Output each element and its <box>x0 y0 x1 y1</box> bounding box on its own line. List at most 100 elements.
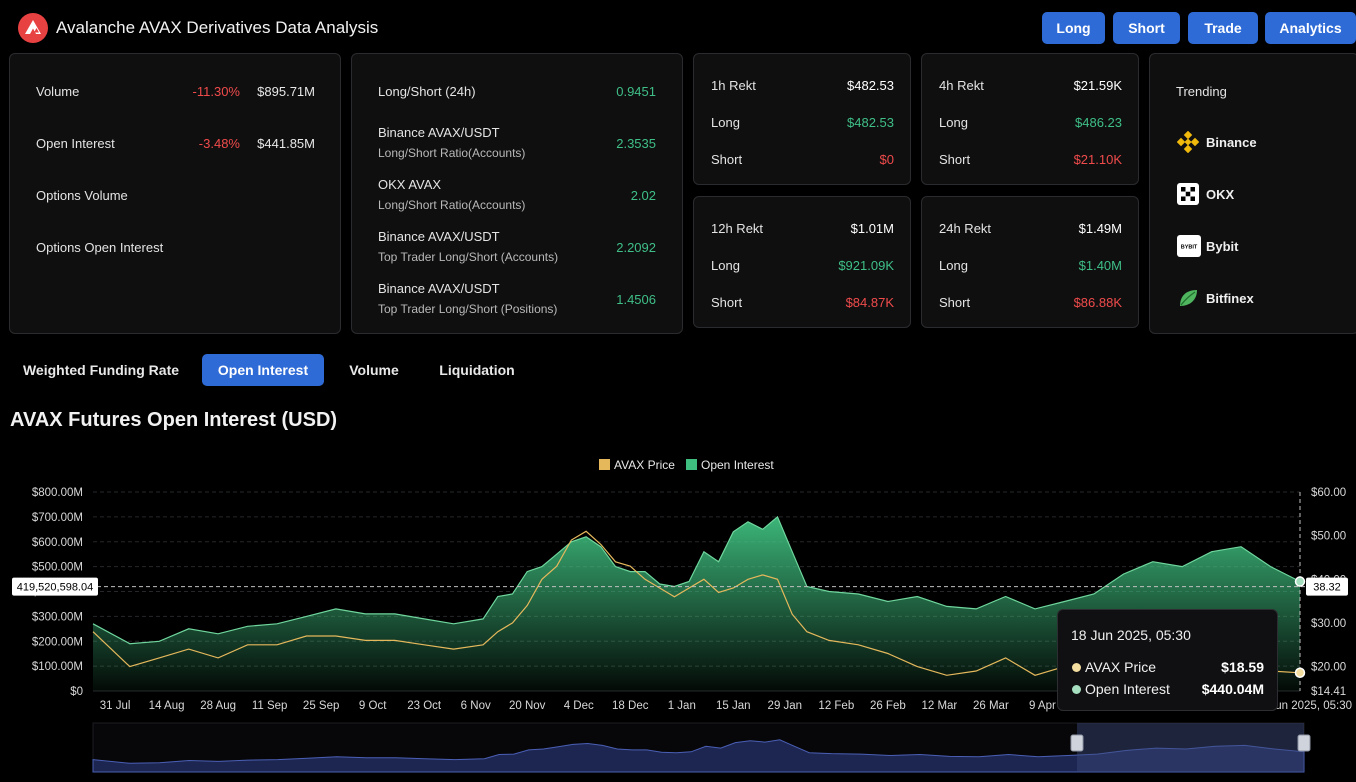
legend-label: Open Interest <box>701 458 774 472</box>
ratio-subtitle: Top Trader Long/Short (Positions) <box>378 302 558 316</box>
legend-swatch <box>686 459 697 470</box>
y-left-tick-label: $200.00M <box>32 636 83 648</box>
rekt-title: 12h Rekt <box>711 221 764 236</box>
y-left-tick-label: $0 <box>70 686 83 698</box>
rekt-long-value: $482.53 <box>847 115 894 130</box>
binance-icon[interactable] <box>1176 130 1200 154</box>
rekt-total: $1.01M <box>850 221 894 236</box>
rekt-long-value: $1.40M <box>1078 258 1122 273</box>
navigator-handle-left[interactable] <box>1070 734 1084 752</box>
avax-price-line <box>92 530 1301 676</box>
ratio-value: 2.2092 <box>616 240 656 255</box>
x-tick-label: 6 Nov <box>461 700 491 712</box>
legend-label: AVAX Price <box>614 458 675 472</box>
y-right-tick-label: $20.00 <box>1311 662 1346 674</box>
x-tick-label: Jun 2025, 05:30 <box>1270 700 1353 712</box>
ratio-title: Long/Short (24h) <box>378 84 476 99</box>
tab-volume[interactable]: Volume <box>349 362 399 378</box>
rekt-title: 1h Rekt <box>711 78 756 93</box>
ratio-title: Binance AVAX/USDT <box>378 281 500 296</box>
y-right-tick-label: $60.00 <box>1311 487 1346 499</box>
y-right-tick-label: $50.00 <box>1311 531 1346 543</box>
ratio-value: 0.9451 <box>616 84 656 99</box>
x-tick-label: 1 Jan <box>668 700 696 712</box>
okx-icon[interactable] <box>1177 183 1199 205</box>
ratio-value: 2.02 <box>630 188 656 203</box>
rekt-short-label: Short <box>939 295 971 310</box>
open-interest-point <box>1294 576 1306 587</box>
legend-item-price[interactable]: AVAX Price <box>599 458 675 472</box>
rekt-card-24h: 24h Rekt $1.49M Long $1.40M Short $86.88… <box>921 196 1139 328</box>
ratio-title: Binance AVAX/USDT <box>378 229 500 244</box>
x-tick-label: 18 Dec <box>612 700 649 712</box>
chart-title: AVAX Futures Open Interest (USD) <box>10 409 338 431</box>
bybit-icon[interactable]: BYBIT <box>1177 235 1201 257</box>
short-button[interactable]: Short <box>1113 12 1180 44</box>
crosshair-right-value-box <box>1306 577 1348 596</box>
trending-bitfinex[interactable]: Bitfinex <box>1206 291 1254 306</box>
trending-okx[interactable]: OKX <box>1206 187 1235 202</box>
x-tick-label: 31 Jul <box>100 700 131 712</box>
open-interest-chart[interactable]: $0$100.00M$200.00M$300.00M$400.00M$500.0… <box>0 480 1356 782</box>
options-open-interest-label: Options Open Interest <box>36 240 164 255</box>
tooltip-price-value: $18.59 <box>1221 659 1264 675</box>
ratio-subtitle: Long/Short Ratio(Accounts) <box>378 198 526 212</box>
x-tick-label: 25 Sep <box>303 700 339 712</box>
trending-title: Trending <box>1176 84 1227 99</box>
tooltip-price-label: AVAX Price <box>1085 659 1157 675</box>
ratio-subtitle: Long/Short Ratio(Accounts) <box>378 146 526 160</box>
tooltip-oi-marker <box>1072 685 1081 694</box>
rekt-card-4h: 4h Rekt $21.59K Long $486.23 Short $21.1… <box>921 53 1139 185</box>
navigator-handle-right[interactable] <box>1297 734 1311 752</box>
analytics-button[interactable]: Analytics <box>1265 12 1356 44</box>
svg-text:BYBIT: BYBIT <box>1181 245 1198 251</box>
long-button[interactable]: Long <box>1042 12 1105 44</box>
y-left-tick-label: $500.00M <box>32 562 83 574</box>
volume-change: -11.30% <box>192 84 240 99</box>
x-tick-label: 9 Apr <box>1029 700 1056 712</box>
trending-bybit[interactable]: Bybit <box>1206 239 1239 254</box>
open-interest-change: -3.48% <box>198 136 240 151</box>
legend-swatch <box>599 459 610 470</box>
rekt-short-value: $86.88K <box>1073 295 1122 310</box>
volume-value: $895.71M <box>257 84 315 99</box>
ratio-subtitle: Top Trader Long/Short (Accounts) <box>378 250 559 264</box>
tooltip-date: 18 Jun 2025, 05:30 <box>1071 627 1191 643</box>
y-left-tick-label: $300.00M <box>32 611 83 623</box>
x-tick-label: 20 Nov <box>509 700 546 712</box>
rekt-long-label: Long <box>711 115 740 130</box>
x-tick-label: 14 Aug <box>149 700 185 712</box>
tab-open-interest[interactable]: Open Interest <box>202 354 324 386</box>
rekt-long-label: Long <box>939 115 968 130</box>
options-volume-label: Options Volume <box>36 188 128 203</box>
bitfinex-icon[interactable] <box>1177 287 1199 309</box>
x-tick-label: 11 Sep <box>252 700 288 712</box>
tab-liquidation[interactable]: Liquidation <box>439 362 515 378</box>
x-tick-label: 9 Oct <box>359 700 387 712</box>
open-interest-label: Open Interest <box>36 136 115 151</box>
legend-item-open-interest[interactable]: Open Interest <box>686 458 774 472</box>
trending-binance[interactable]: Binance <box>1206 135 1257 150</box>
rekt-short-label: Short <box>711 295 743 310</box>
rekt-long-value: $486.23 <box>1075 115 1122 130</box>
stats-card: Volume -11.30% $895.71M Open Interest -3… <box>9 53 341 334</box>
price-point <box>1294 667 1306 679</box>
open-interest-value: $441.85M <box>257 136 315 151</box>
x-tick-label: 23 Oct <box>407 700 442 712</box>
y-left-tick-label: $600.00M <box>32 537 83 549</box>
tab-weighted-funding-rate[interactable]: Weighted Funding Rate <box>22 362 180 378</box>
ratio-value: 1.4506 <box>616 292 656 307</box>
tooltip-oi-label: Open Interest <box>1085 681 1170 697</box>
trade-button[interactable]: Trade <box>1188 12 1258 44</box>
open-interest-area <box>93 516 1300 691</box>
avalanche-logo-icon <box>18 13 48 43</box>
rekt-short-value: $84.87K <box>845 295 894 310</box>
crosshair-right-value: 38.32 <box>1313 582 1341 594</box>
rekt-card-12h: 12h Rekt $1.01M Long $921.09K Short $84.… <box>693 196 911 328</box>
app-title: Avalanche AVAX Derivatives Data Analysis <box>56 18 379 37</box>
rekt-total: $21.59K <box>1073 78 1122 93</box>
header: Avalanche AVAX Derivatives Data Analysis… <box>0 0 1356 54</box>
ratios-card: Long/Short (24h) 0.9451 Binance AVAX/USD… <box>351 53 683 334</box>
rekt-short-label: Short <box>711 152 743 167</box>
rekt-short-value: $21.10K <box>1073 152 1122 167</box>
